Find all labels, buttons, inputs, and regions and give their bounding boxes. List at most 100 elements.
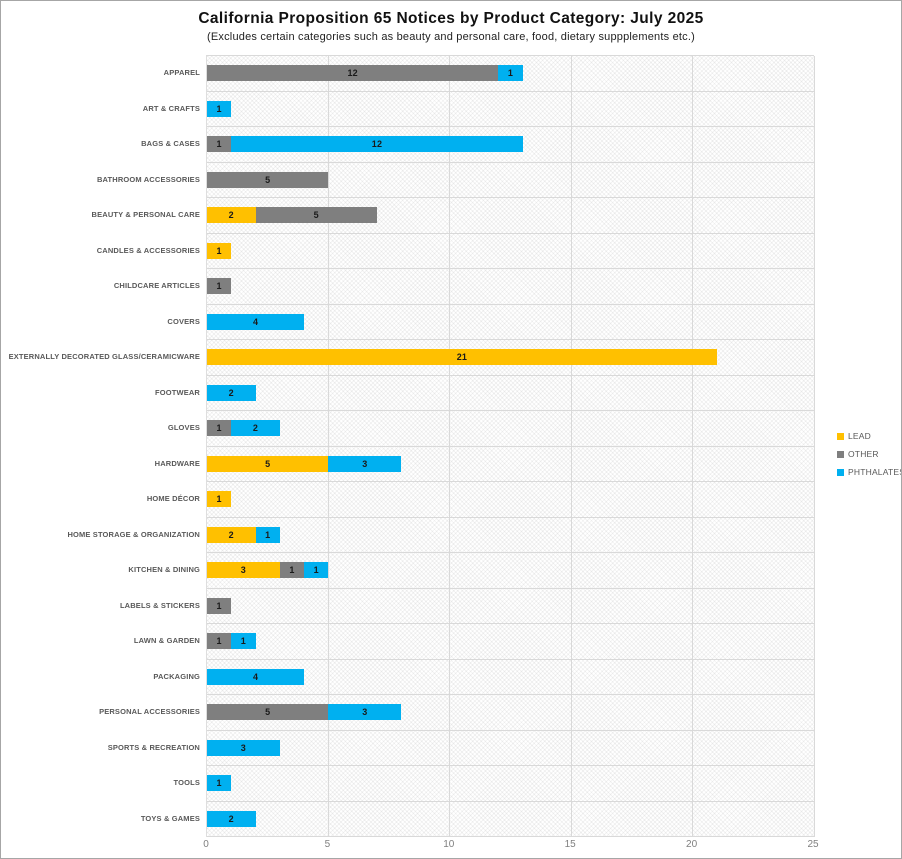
category-label: PERSONAL ACCESSORIES (99, 707, 200, 717)
x-axis-tick-label: 10 (443, 839, 455, 850)
category-row: 1 (207, 92, 814, 127)
bar-value-label: 1 (216, 423, 222, 434)
legend-label: LEAD (848, 431, 872, 441)
stacked-bar: 12 1 (207, 65, 523, 82)
bar-segment-phthalates: 1 (304, 562, 329, 579)
bar-segment-other: 1 (207, 136, 232, 153)
category-row: 3 (207, 731, 814, 766)
bar-segment-other: 12 (207, 65, 499, 82)
grid-line-vertical (570, 56, 572, 837)
category-row: 21 (207, 340, 814, 376)
bar-segment-phthalates: 2 (207, 810, 256, 827)
category-row: 1 (207, 269, 814, 305)
bar-value-label: 1 (216, 600, 222, 611)
bar-value-label: 2 (228, 210, 234, 221)
category-label: APPAREL (163, 68, 200, 78)
stacked-bar: 4 (207, 668, 305, 685)
bar-value-label: 12 (371, 139, 383, 150)
bar-segment-phthalates: 3 (207, 739, 280, 756)
legend-item-phthalates: PHTHALATES (837, 463, 901, 481)
bar-segment-other: 1 (207, 278, 232, 295)
x-axis-tick-label: 20 (686, 839, 698, 850)
bar-value-label: 1 (216, 494, 222, 505)
bar-segment-lead: 1 (207, 242, 232, 259)
stacked-bar: 1 (207, 100, 232, 117)
category-label: LAWN & GARDEN (133, 636, 200, 646)
category-row: 4 (207, 305, 814, 340)
stacked-bar: 5 (207, 171, 329, 188)
bar-segment-other: 1 (207, 420, 232, 437)
bar-segment-phthalates: 1 (255, 526, 280, 543)
category-label: HOME DÉCOR (146, 494, 200, 504)
bar-value-label: 1 (289, 565, 295, 576)
stacked-bar: 3 1 1 (207, 562, 329, 579)
bar-segment-phthalates: 3 (328, 704, 402, 721)
bar-value-label: 4 (252, 671, 259, 682)
bar-segment-other: 1 (279, 562, 305, 579)
bar-segment-other: 1 (207, 597, 232, 614)
bar-segment-other: 5 (207, 704, 329, 721)
stacked-bar: 1 12 (207, 136, 523, 153)
bar-value-label: 1 (216, 778, 222, 789)
bar-value-label: 1 (216, 103, 222, 114)
stacked-bar: 2 (207, 810, 256, 827)
bar-value-label: 21 (456, 352, 468, 363)
bar-segment-phthalates: 2 (207, 384, 256, 401)
x-axis-tick-label: 15 (564, 839, 576, 850)
grid-line-vertical (692, 56, 694, 837)
bar-value-label: 1 (265, 529, 271, 540)
category-label: CHILDCARE ARTICLES (113, 281, 200, 291)
category-label: BEAUTY & PERSONAL CARE (91, 210, 200, 220)
category-label: BAGS & CASES (141, 139, 200, 149)
value-axis: 0 5 10 15 20 25 (1, 839, 901, 853)
stacked-bar: 1 (207, 775, 232, 792)
category-label: BATHROOM ACCESSORIES (96, 174, 200, 184)
bar-value-label: 1 (240, 636, 246, 647)
bar-value-label: 3 (240, 565, 247, 576)
legend: LEAD OTHER PHTHALATES (837, 427, 901, 481)
bar-value-label: 1 (216, 245, 222, 256)
bar-value-label: 2 (252, 423, 259, 434)
bar-segment-phthalates: 12 (231, 136, 523, 153)
bar-value-label: 5 (265, 458, 271, 469)
bar-value-label: 1 (507, 68, 514, 79)
x-axis-tick-label: 0 (203, 839, 209, 850)
grid-line-vertical (327, 56, 329, 837)
bar-value-label: 2 (228, 813, 234, 824)
bar-value-label: 4 (252, 316, 259, 327)
category-label: KITCHEN & DINING (128, 565, 200, 575)
stacked-bar: 1 (207, 597, 232, 614)
category-label: SPORTS & RECREATION (107, 742, 200, 752)
stacked-bar: 21 (207, 349, 717, 366)
bar-segment-phthalates: 3 (328, 455, 402, 472)
legend-item-lead: LEAD (837, 427, 901, 445)
bar-value-label: 3 (240, 742, 247, 753)
bar-segment-lead: 1 (207, 491, 232, 508)
category-row: 1 (207, 234, 814, 269)
category-label: FOOTWEAR (155, 387, 200, 397)
category-label: ART & CRAFTS (142, 103, 200, 113)
bar-value-label: 2 (228, 387, 234, 398)
stacked-bar: 1 (207, 491, 232, 508)
category-label: HOME STORAGE & ORGANIZATION (67, 529, 200, 539)
stacked-bar: 3 (207, 739, 280, 756)
bar-value-label: 2 (228, 529, 234, 540)
bar-segment-lead: 5 (207, 455, 329, 472)
bar-value-label: 5 (265, 707, 271, 718)
bar-segment-phthalates: 1 (231, 633, 256, 650)
category-row: 12 1 (207, 56, 814, 92)
category-axis: APPAREL ART & CRAFTS BAGS & CASES BATHROOM … (1, 55, 200, 836)
legend-swatch-other (837, 450, 844, 458)
category-row: 3 1 1 (207, 553, 814, 589)
